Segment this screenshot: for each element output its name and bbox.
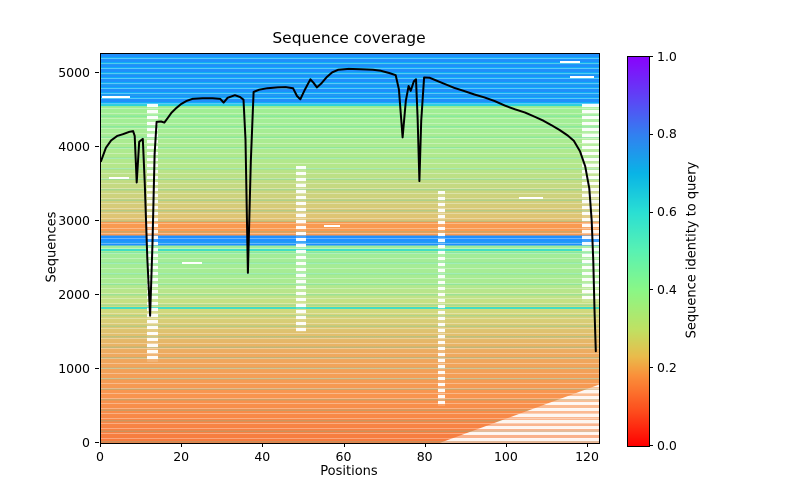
y-tick-label: 0 — [82, 434, 90, 450]
x-tick-mark — [587, 443, 588, 447]
teal-row-stripe — [101, 306, 599, 309]
x-tick-mark — [505, 443, 507, 447]
x-tick-label: 80 — [416, 449, 433, 464]
y-tick-mark — [95, 72, 99, 73]
y-tick-mark — [95, 220, 99, 221]
chart-title: Sequence coverage — [272, 29, 426, 47]
y-tick-mark — [95, 294, 99, 295]
y-tick-label: 4000 — [58, 138, 90, 154]
x-tick-label: 40 — [254, 449, 271, 464]
alignment-gap-column — [295, 165, 307, 332]
colorbar-tick-mark — [649, 56, 653, 57]
colorbar-tick-mark — [649, 133, 653, 135]
x-tick-label: 60 — [335, 449, 352, 464]
colorbar-tick-label: 0.0 — [657, 437, 677, 453]
x-tick-mark — [100, 443, 101, 447]
x-tick-label: 100 — [493, 449, 518, 464]
x-tick-mark — [262, 443, 264, 447]
gap-dash — [569, 76, 595, 78]
colorbar-tick-mark — [649, 367, 653, 369]
x-tick-label: 0 — [96, 449, 104, 464]
colorbar-tick-mark — [649, 289, 653, 291]
x-tick-label: 120 — [575, 449, 599, 464]
x-tick-label: 20 — [173, 449, 190, 464]
colorbar-tick-label: 0.2 — [657, 359, 677, 375]
teal-row-stripe — [101, 249, 599, 252]
y-tick-mark — [95, 368, 99, 369]
colorbar-tick-label: 0.6 — [657, 204, 677, 220]
colorbar-tick-label: 0.8 — [657, 126, 677, 142]
y-tick-label: 1000 — [58, 360, 90, 376]
colorbar-label: Sequence identity to query — [684, 161, 700, 339]
y-tick-label: 3000 — [58, 212, 90, 228]
x-tick-mark — [343, 443, 345, 447]
gap-dash — [182, 261, 203, 264]
colorbar — [627, 56, 650, 447]
y-tick-label: 5000 — [58, 64, 90, 80]
y-tick-label: 2000 — [58, 286, 90, 302]
x-tick-mark — [424, 443, 426, 447]
gap-dash — [559, 61, 580, 64]
colorbar-tick-label: 1.0 — [657, 48, 677, 64]
y-axis-label: Sequences — [44, 211, 60, 283]
colorbar-tick-mark — [649, 445, 653, 446]
colorbar-tick-label: 0.4 — [657, 281, 677, 297]
y-tick-mark — [95, 146, 99, 147]
aqua-row-texture — [101, 54, 599, 443]
plot-area — [100, 53, 600, 444]
gap-dash — [101, 96, 131, 98]
row-gap-texture — [101, 54, 599, 443]
coverage-line — [101, 67, 597, 353]
alignment-gap-column — [437, 191, 445, 406]
colorbar-tick-mark — [649, 211, 653, 213]
y-tick-mark — [95, 442, 99, 443]
x-axis-label: Positions — [320, 464, 378, 479]
gap-dash — [324, 224, 341, 227]
gap-dash — [519, 197, 544, 200]
blue-band-stripe-texture — [101, 54, 599, 104]
msa-heatmap — [101, 54, 599, 443]
gap-dash — [109, 176, 130, 179]
x-tick-mark — [181, 443, 183, 447]
